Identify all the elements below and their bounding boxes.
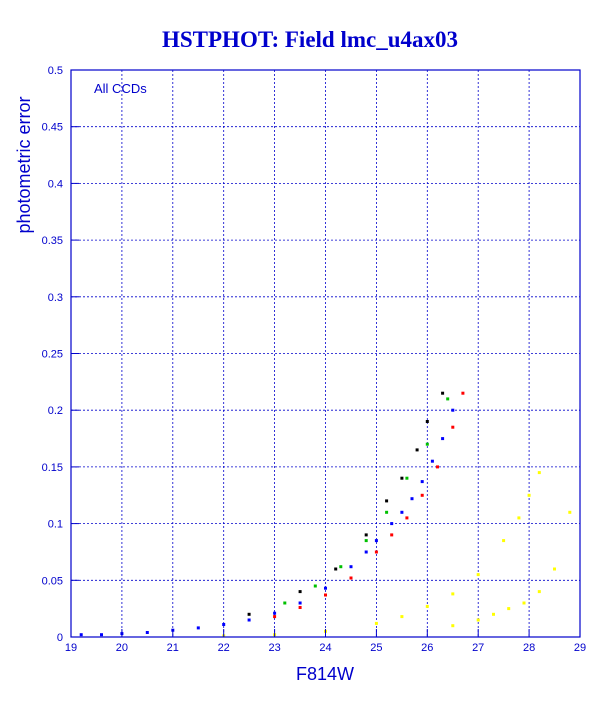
data-point <box>349 576 353 580</box>
data-point <box>436 465 439 469</box>
data-point <box>283 601 287 605</box>
data-point <box>410 497 414 501</box>
x-tick-label: 20 <box>116 642 128 654</box>
data-point <box>313 584 317 588</box>
x-tick-label: 23 <box>268 642 280 654</box>
data-point <box>537 590 541 594</box>
data-point <box>100 633 103 637</box>
data-point <box>339 565 343 569</box>
data-point <box>553 567 556 571</box>
data-point <box>324 586 327 590</box>
y-tick-label: 0.2 <box>48 405 63 417</box>
y-tick-label: 0.1 <box>48 519 63 531</box>
data-point <box>222 623 226 626</box>
annotation-all-ccds: All CCDs <box>94 81 147 96</box>
y-tick-label: 0.35 <box>42 235 63 247</box>
data-point <box>441 437 445 441</box>
data-point <box>298 590 302 594</box>
data-point <box>461 391 465 395</box>
axis-ticks: 19 20 21 22 23 24 25 26 27 28 29 0 0.05 0.1 0.15 0.2 0.2… <box>42 65 587 654</box>
x-tick-label: 29 <box>574 642 586 654</box>
data-point <box>517 516 521 520</box>
data-point <box>374 539 378 543</box>
data-point <box>374 550 378 554</box>
data-point <box>425 420 429 423</box>
data-point <box>400 615 404 619</box>
data-point <box>476 618 480 622</box>
x-tick-label: 27 <box>472 642 484 654</box>
data-point <box>247 618 251 622</box>
x-tick-label: 19 <box>65 642 77 654</box>
data-point <box>364 539 368 543</box>
data-point <box>507 607 511 611</box>
y-tick-label: 0.4 <box>48 178 63 190</box>
x-tick-label: 25 <box>370 642 382 654</box>
data-point <box>298 606 302 609</box>
data-point <box>568 510 572 514</box>
x-axis-label: F814W <box>296 664 354 684</box>
x-tick-label: 26 <box>421 642 433 654</box>
data-point <box>364 550 368 554</box>
y-tick-label: 0.05 <box>42 575 63 587</box>
data-point <box>273 615 277 619</box>
data-point <box>324 593 327 597</box>
data-point <box>451 408 455 412</box>
data-point <box>476 573 480 577</box>
x-tick-label: 28 <box>523 642 535 654</box>
y-axis-label: photometric error <box>14 96 34 233</box>
data-point <box>527 493 531 497</box>
data-point <box>385 499 389 503</box>
data-point <box>522 601 526 605</box>
data-points <box>79 391 572 638</box>
data-point <box>400 510 404 514</box>
y-tick-label: 0.3 <box>48 292 63 304</box>
data-point <box>451 624 455 628</box>
data-point <box>334 567 338 571</box>
data-point <box>415 448 419 452</box>
y-tick-label: 0 <box>57 632 63 644</box>
y-tick-label: 0.45 <box>42 122 63 134</box>
data-point <box>446 397 450 401</box>
data-point <box>273 611 277 615</box>
data-point <box>349 565 353 569</box>
data-point <box>537 471 541 475</box>
data-point <box>425 604 429 608</box>
x-tick-label: 24 <box>319 642 331 654</box>
data-point <box>247 612 251 616</box>
data-point <box>298 601 302 605</box>
grid <box>71 70 580 637</box>
data-point <box>400 476 404 480</box>
data-point <box>502 539 506 543</box>
data-point <box>405 516 409 520</box>
data-point <box>79 633 83 637</box>
data-point <box>390 533 394 537</box>
data-point <box>451 425 455 429</box>
y-tick-label: 0.15 <box>42 462 63 474</box>
data-point <box>492 612 495 616</box>
y-tick-label: 0.25 <box>42 349 63 361</box>
data-point <box>451 592 455 596</box>
x-tick-label: 21 <box>167 642 179 654</box>
data-point <box>196 626 200 630</box>
data-point <box>385 510 389 514</box>
data-point <box>364 533 368 537</box>
data-point <box>390 522 394 526</box>
data-point <box>420 493 424 497</box>
data-point <box>441 391 445 395</box>
y-tick-label: 0.5 <box>48 65 63 77</box>
data-point <box>145 631 149 634</box>
chart-title: HSTPHOT: Field lmc_u4ax03 <box>162 27 458 52</box>
data-point <box>425 442 429 446</box>
data-point <box>405 476 409 480</box>
data-point <box>374 621 378 625</box>
data-point <box>420 480 424 484</box>
data-point <box>430 459 434 463</box>
x-tick-label: 22 <box>218 642 230 654</box>
